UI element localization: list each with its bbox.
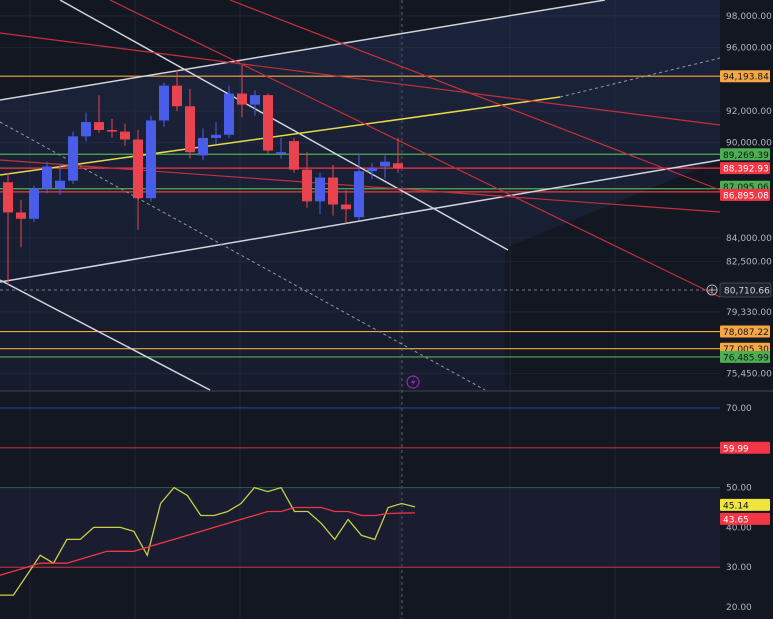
trendline[interactable] — [0, 121, 486, 391]
rsi-axis-label: 20.00 — [726, 603, 752, 613]
rsi-line[interactable] — [0, 486, 416, 596]
rsi-value-tag: 45.14 — [723, 501, 749, 511]
rsi-pane — [0, 407, 720, 596]
price-tag: 89,269.39 — [723, 151, 769, 161]
price-tag-bg — [720, 350, 770, 363]
candle-body[interactable] — [211, 134, 221, 138]
price-tag: 87,095.06 — [723, 183, 769, 193]
candle-body[interactable] — [198, 137, 208, 156]
candle-body[interactable] — [328, 177, 338, 205]
candle-body[interactable] — [159, 85, 169, 121]
crosshair-tag-bg — [719, 282, 772, 298]
candle-body[interactable] — [380, 161, 390, 167]
trendline[interactable] — [0, 0, 606, 101]
candle-body[interactable] — [81, 122, 91, 137]
rsi-ma-tag: 43.65 — [723, 515, 749, 525]
price-tag: 78,087.22 — [723, 328, 769, 338]
alert-icon[interactable] — [406, 375, 420, 389]
crosshair-tag: 80,710.66 — [724, 286, 770, 296]
candle-body[interactable] — [263, 95, 273, 151]
rsi-ma-line[interactable] — [0, 506, 416, 576]
candle-body[interactable] — [68, 136, 78, 181]
trendlines[interactable] — [0, 0, 721, 391]
price-axis-label: 92,000.00 — [726, 107, 772, 117]
candle-body[interactable] — [315, 177, 325, 202]
price-tag: 88,392.93 — [723, 165, 769, 175]
price-tag: 94,193.84 — [723, 73, 769, 83]
price-axis-label: 98,000.00 — [726, 12, 772, 22]
candle-body[interactable] — [120, 131, 130, 140]
plus-icon[interactable] — [706, 284, 718, 296]
price-axis-label: 79,330.00 — [726, 308, 772, 318]
price-axis-label: 75,450.00 — [726, 369, 772, 379]
rsi-axis-label: 30.00 — [726, 563, 752, 573]
candle-body[interactable] — [185, 106, 195, 153]
candle-body[interactable] — [237, 93, 247, 105]
candle-body[interactable] — [29, 188, 39, 219]
candle-body[interactable] — [276, 152, 286, 154]
candle-body[interactable] — [107, 130, 117, 132]
candle-body[interactable] — [94, 122, 104, 130]
candle-body[interactable] — [133, 139, 143, 199]
trendline[interactable] — [0, 159, 721, 283]
rsi-value-tag-bg — [720, 498, 770, 511]
rsi-level-tag-bg — [720, 441, 770, 454]
trendline[interactable] — [0, 96, 561, 176]
price-tag: 76,485.99 — [723, 353, 769, 363]
price-axis-label: 90,000.00 — [726, 139, 772, 149]
price-tag: 77,005.30 — [723, 345, 769, 355]
trendline[interactable] — [229, 0, 721, 191]
candle-body[interactable] — [341, 204, 351, 210]
price-axis-label: 84,000.00 — [726, 234, 772, 244]
price-tag-bg — [720, 188, 770, 201]
rsi-level-tag: 59.99 — [723, 444, 749, 454]
candle-body[interactable] — [289, 141, 299, 170]
price-tag-bg — [720, 162, 770, 175]
trendline[interactable] — [109, 0, 721, 298]
candle-body[interactable] — [250, 95, 260, 105]
candle-body[interactable] — [224, 93, 234, 135]
trendline[interactable] — [59, 0, 509, 251]
candle-body[interactable] — [146, 120, 156, 199]
candle-body[interactable] — [42, 166, 52, 189]
candle-body[interactable] — [16, 212, 26, 219]
rsi-axis-label: 50.00 — [726, 484, 752, 494]
candle-body[interactable] — [393, 163, 403, 169]
price-tag: 86,895.08 — [723, 191, 769, 201]
rsi-axis-label: 70.00 — [726, 404, 752, 414]
price-tag-bg — [720, 148, 770, 161]
price-tag-bg — [720, 325, 770, 338]
candle-body[interactable] — [172, 85, 182, 107]
price-tag-bg — [720, 70, 770, 83]
trendline[interactable] — [0, 32, 721, 126]
candles — [3, 65, 403, 286]
candle-body[interactable] — [367, 168, 377, 172]
rsi-axis-label: 40.00 — [726, 523, 752, 533]
price-axis-label: 96,000.00 — [726, 44, 772, 54]
price-tags: 94,193.84 89,269.39 88,392.93 87,095.0686,8… — [706, 70, 772, 525]
candle-body[interactable] — [302, 169, 312, 202]
trendline[interactable] — [0, 279, 211, 391]
candle-body[interactable] — [354, 171, 364, 218]
candle-body[interactable] — [55, 180, 65, 189]
rsi-ma-tag-bg — [720, 512, 770, 525]
candle-body[interactable] — [3, 182, 13, 213]
price-axis-label: 82,500.00 — [726, 258, 772, 268]
price-axis: 98,000.00 96,000.00 92,000.00 90,000.00 84,0… — [726, 12, 772, 613]
